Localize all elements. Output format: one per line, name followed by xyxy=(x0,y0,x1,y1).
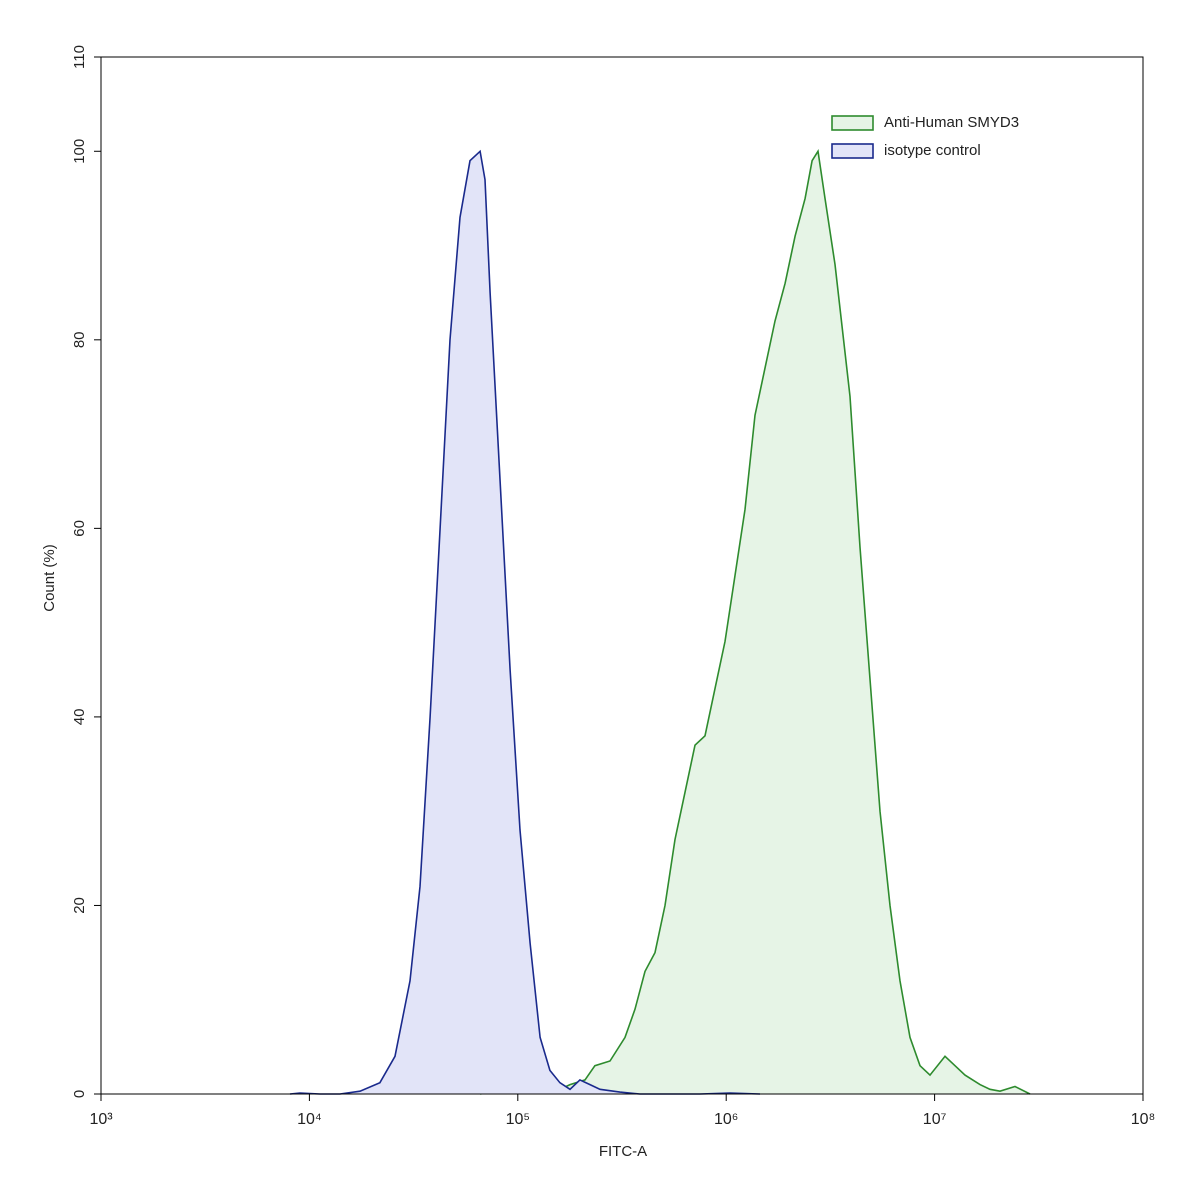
y-axis-label: Count (%) xyxy=(41,544,58,612)
x-axis-label: FITC-A xyxy=(599,1143,647,1160)
y-tick-label: 80 xyxy=(71,331,88,348)
histogram-area xyxy=(480,151,1031,1095)
legend-swatch xyxy=(831,143,874,159)
x-tick-label: 10⁸ xyxy=(1131,1111,1156,1128)
legend-label: Anti-Human SMYD3 xyxy=(884,114,1019,131)
y-tick-label: 60 xyxy=(71,520,88,537)
x-tick-label: 10⁷ xyxy=(923,1111,947,1128)
y-tick-label: 100 xyxy=(71,139,88,164)
plot-frame xyxy=(100,56,1144,1095)
x-tick-label: 10⁶ xyxy=(714,1111,738,1128)
legend-label: isotype control xyxy=(884,142,981,159)
x-tick-label: 10³ xyxy=(89,1111,113,1128)
y-tick-label: 20 xyxy=(71,897,88,914)
y-tick-label: 40 xyxy=(71,709,88,726)
y-tick-label: 110 xyxy=(71,45,88,69)
histogram-line xyxy=(479,149,1031,1095)
histogram-line xyxy=(289,149,761,1095)
histogram-area xyxy=(290,151,760,1095)
legend-swatch xyxy=(831,115,874,131)
y-tick-label: 0 xyxy=(71,1090,88,1098)
x-tick-label: 10⁵ xyxy=(506,1111,530,1128)
x-tick-label: 10⁴ xyxy=(297,1111,322,1128)
